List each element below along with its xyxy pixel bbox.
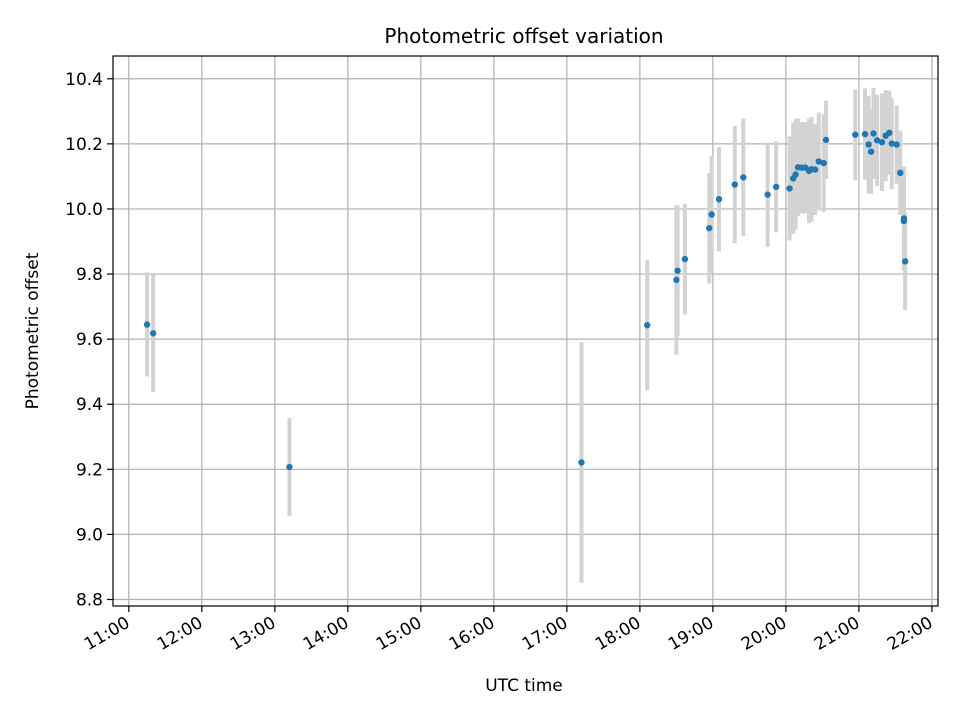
data-point [149,330,157,337]
data-point [852,131,859,138]
chart-title: Photometric offset variation [384,24,663,48]
y-tick-label: 8.8 [76,590,103,610]
y-tick-label: 9.0 [76,525,103,545]
data-point [867,148,875,155]
y-axis-label: Photometric offset [23,252,43,409]
data-point [901,258,909,265]
data-point [740,174,747,181]
data-point [731,181,738,188]
data-point [893,141,900,148]
data-point [822,136,830,144]
data-point [900,217,908,225]
data-point [792,171,799,178]
data-point [820,159,827,167]
data-point [865,141,872,148]
data-point [897,169,904,177]
data-point [674,267,681,274]
y-axis: 8.8 9.0 9.2 9.4 9.6 9.8 10.0 10.2 10.4 [65,70,113,610]
data-point [286,463,293,471]
data-point [815,158,822,165]
data-points [143,129,909,471]
data-point [143,321,151,328]
data-point [870,130,877,137]
y-tick-label: 9.6 [76,330,103,350]
grid [113,56,938,606]
x-axis-label: UTC time [485,676,563,696]
data-point [643,321,651,329]
data-point [715,195,723,203]
data-point [861,130,869,138]
data-point [706,224,713,232]
y-tick-label: 10.0 [65,200,103,220]
data-point [786,185,793,192]
data-point [878,139,886,146]
y-tick-label: 9.8 [76,265,103,285]
data-point [888,140,895,147]
data-point [772,183,780,191]
y-tick-label: 9.4 [76,395,103,415]
data-point [681,255,689,263]
data-point [764,191,771,198]
data-point [578,459,585,466]
plot-frame [112,55,939,607]
y-tick-label: 10.2 [65,135,103,155]
y-tick-label: 9.2 [76,460,103,480]
data-point [873,137,881,144]
data-point [673,276,680,284]
y-tick-label: 10.4 [65,70,103,90]
data-point [708,211,715,218]
data-point [811,166,819,173]
data-point [886,129,893,137]
